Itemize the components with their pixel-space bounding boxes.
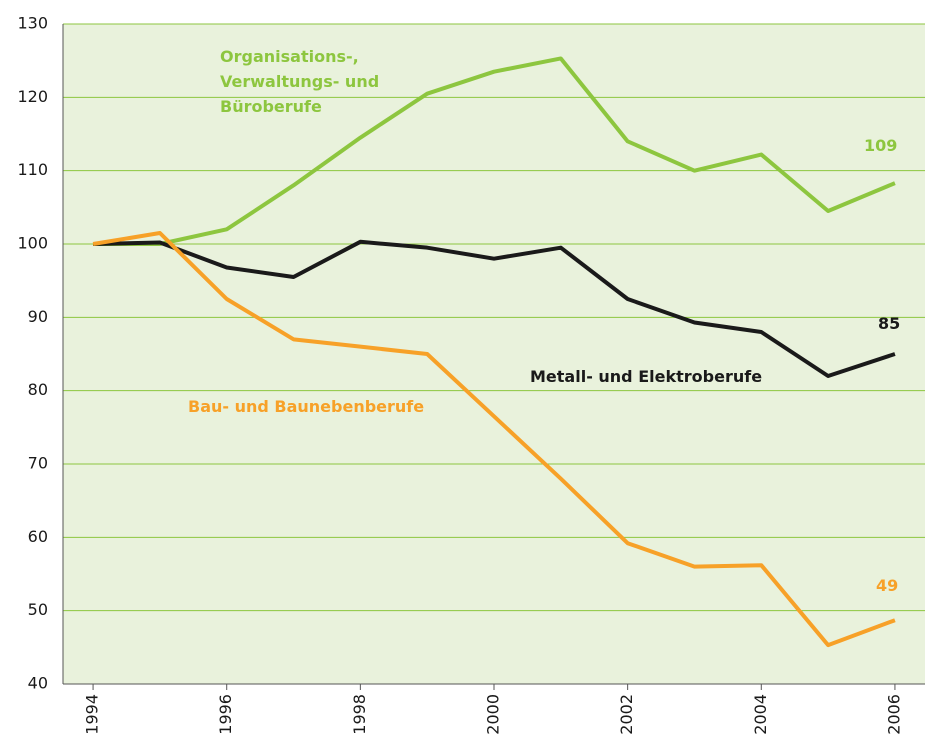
y-tick-label: 50: [28, 600, 48, 619]
x-tick-label: 2006: [884, 694, 903, 735]
end-label: 49: [876, 576, 899, 595]
series-line: [93, 56, 896, 246]
x-tick-label: 2002: [617, 694, 636, 735]
series-label: Bau- und Baunebenberufe: [188, 397, 425, 416]
x-tick-label: 2000: [484, 694, 503, 735]
x-tick-label: 1996: [216, 694, 235, 735]
y-tick-label: 110: [17, 160, 48, 179]
series-label: Metall- und Elektroberufe: [530, 367, 763, 386]
y-tick-label: 100: [17, 234, 48, 253]
series-line: [92, 231, 896, 648]
y-tick-label: 40: [28, 674, 48, 693]
y-tick-label: 90: [28, 307, 48, 326]
y-tick-label: 130: [17, 14, 48, 33]
plot-area: [63, 24, 925, 684]
y-tick-label: 80: [28, 380, 48, 399]
y-tick-label: 120: [17, 87, 48, 106]
x-tick-label: 1998: [350, 694, 369, 735]
y-tick-label: 70: [28, 454, 48, 473]
series-label: Organisations-, Verwaltungs- und Bürober…: [220, 47, 380, 116]
y-tick-label: 60: [28, 527, 48, 546]
series-line: [93, 239, 896, 378]
end-label: 85: [878, 314, 901, 333]
x-tick-label: 1994: [83, 694, 102, 735]
x-tick-label: 2004: [751, 694, 770, 735]
end-label: 109: [864, 136, 898, 155]
